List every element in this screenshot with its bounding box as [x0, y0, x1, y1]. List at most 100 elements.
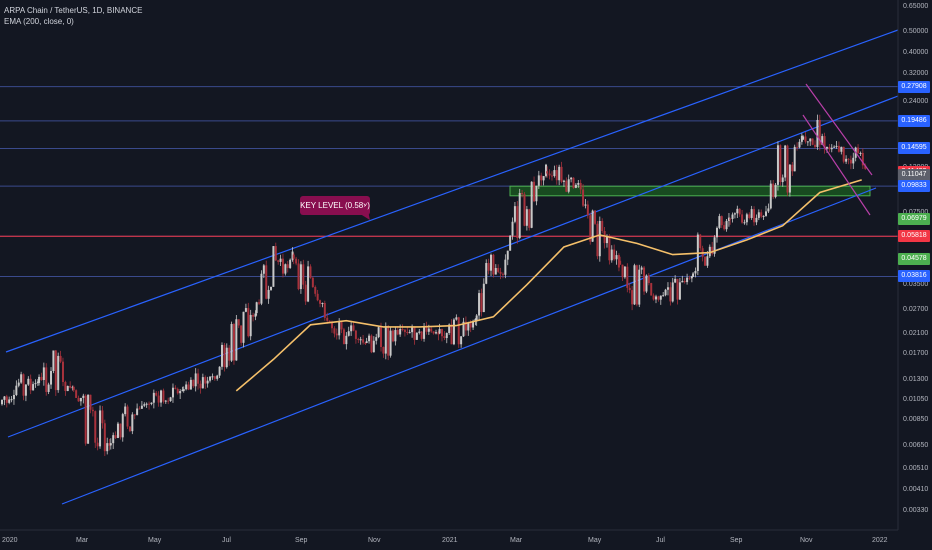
candle-body	[277, 260, 280, 262]
symbol-title: ARPA Chain / TetherUS, 1D, BINANCE	[4, 6, 143, 15]
candle-body	[603, 230, 606, 244]
candle-body	[357, 338, 360, 340]
candle-body	[499, 271, 502, 274]
price-tick-label: 0.03500	[903, 281, 929, 289]
wedge-lower-line	[802, 114, 871, 216]
candle-body	[617, 255, 620, 268]
candle-body	[309, 266, 312, 278]
channel-line-2	[61, 187, 877, 505]
candle-body	[15, 385, 18, 395]
candle-body	[425, 326, 428, 332]
candle-body	[729, 218, 732, 220]
candle-body	[806, 141, 809, 143]
candle-body	[160, 390, 163, 403]
candle-body	[645, 275, 648, 292]
candle-body	[623, 266, 626, 278]
candle-body	[821, 136, 824, 145]
candle-body	[199, 383, 202, 389]
candle-body	[391, 330, 394, 342]
candle-body	[513, 206, 516, 222]
candle-body	[61, 361, 64, 383]
date-tick-label: Nov	[800, 537, 813, 544]
candle-body	[249, 314, 252, 337]
candle-body	[757, 212, 760, 218]
candle-body	[350, 325, 353, 332]
candle-body	[608, 236, 611, 261]
candle-body	[548, 173, 551, 176]
candle-body	[185, 384, 188, 390]
candle-body	[445, 333, 448, 339]
candle-body	[601, 220, 604, 231]
candle-body	[610, 249, 613, 261]
candle-body	[497, 268, 500, 272]
candle-body	[382, 347, 385, 354]
candle-body	[776, 145, 779, 185]
candle-body	[32, 384, 35, 391]
candle-body	[487, 263, 490, 271]
candle-body	[150, 402, 153, 404]
candle-body	[286, 264, 289, 268]
price-tick-label: 0.32000	[903, 70, 929, 78]
candle-body	[354, 330, 357, 339]
candle-body	[50, 370, 53, 385]
candle-body	[213, 376, 216, 379]
candle-body	[401, 329, 404, 331]
candle-body	[779, 145, 782, 183]
candle-body	[833, 146, 836, 148]
candle-body	[235, 319, 238, 361]
candle-body	[209, 376, 212, 381]
price-tick-label: 0.40000	[903, 48, 929, 56]
candle-body	[108, 443, 111, 446]
candle-body	[666, 287, 669, 290]
candle-body	[311, 277, 314, 287]
key-level-callout[interactable]: KEY LEVEL (0.58x)	[300, 196, 370, 215]
candle-body	[671, 282, 674, 302]
candle-body	[847, 158, 850, 160]
candle-body	[347, 331, 350, 336]
candle-body	[8, 399, 11, 403]
candle-body	[211, 376, 214, 378]
price-tick-label: 0.02700	[903, 305, 929, 313]
candle-body	[225, 347, 228, 368]
candle-body	[688, 277, 691, 279]
candle-body	[291, 251, 294, 260]
candle-body	[516, 206, 519, 239]
candle-body	[247, 308, 250, 337]
candle-body	[274, 246, 277, 261]
candle-body	[546, 171, 549, 174]
candle-body	[643, 267, 646, 292]
candle-body	[530, 181, 533, 228]
candle-body	[638, 269, 641, 305]
candle-body	[128, 426, 131, 432]
candle-body	[545, 164, 548, 177]
candle-body	[413, 327, 416, 340]
candle-body	[490, 254, 493, 271]
candle-body	[384, 326, 387, 354]
candle-body	[823, 136, 826, 149]
candle-body	[162, 390, 165, 402]
candle-body	[750, 209, 753, 218]
candle-body	[304, 284, 307, 302]
candle-body	[91, 409, 94, 412]
candle-body	[725, 220, 728, 230]
candle-body	[340, 322, 343, 330]
candle-body	[72, 386, 75, 391]
candle-body	[485, 263, 488, 284]
price-tick-label: 0.00330	[903, 506, 929, 514]
candle-body	[690, 276, 693, 279]
candle-body	[443, 336, 446, 339]
candle-body	[420, 331, 423, 339]
candle-body	[664, 289, 667, 296]
candle-body	[469, 322, 472, 328]
candle-body	[793, 146, 796, 172]
candle-body	[711, 246, 714, 254]
candle-body	[284, 264, 287, 274]
candle-body	[681, 280, 684, 283]
candle-body	[694, 270, 697, 274]
candle-body	[582, 189, 585, 206]
candle-body	[586, 204, 589, 216]
candle-body	[415, 332, 418, 340]
candle-body	[167, 400, 170, 402]
date-tick-label: Nov	[368, 537, 381, 544]
